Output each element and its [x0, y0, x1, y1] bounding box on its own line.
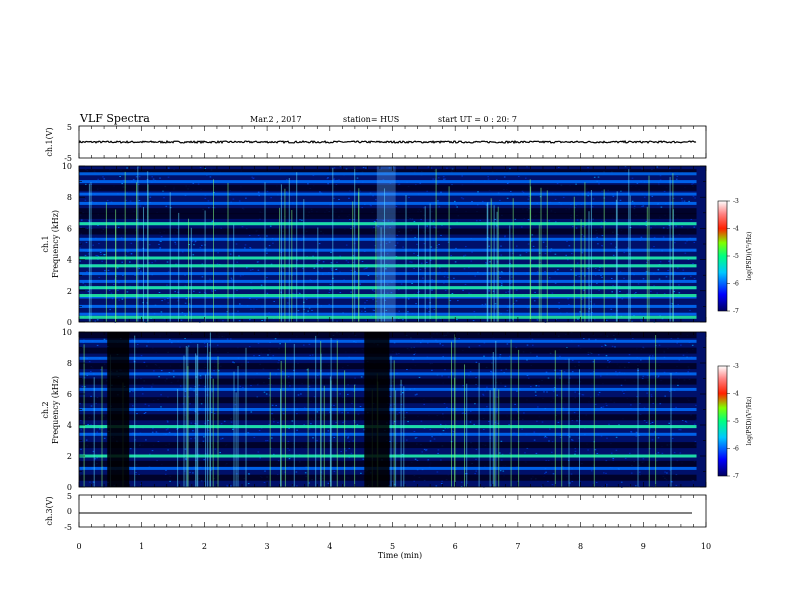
- ch3-waveform-panel: 5 0 -5 ch.3(V): [45, 492, 707, 532]
- colorbar-tick-label: -6: [733, 446, 739, 453]
- ch1-wave-ytick-top: 5: [67, 123, 72, 132]
- ch3-wave-ylabel: ch.3(V): [45, 496, 54, 525]
- ch2-spectrogram-heatmap: [79, 332, 706, 488]
- ch2-spec-ylabel: Frequency (kHz): [51, 376, 60, 444]
- ytick-label: 10: [62, 328, 72, 337]
- colorbar-ch1-label: log(PSD)(V²/Hz): [746, 232, 753, 281]
- colorbar-tick-label: -5: [733, 253, 739, 260]
- ytick-label: 6: [67, 390, 72, 399]
- ytick-label: 2: [67, 452, 72, 461]
- colorbar-tick-label: -3: [733, 198, 739, 205]
- ch3-wave-ytick-mid: 0: [67, 507, 72, 516]
- x-tick-label: 1: [139, 542, 144, 551]
- colorbar-tick-label: -4: [733, 226, 739, 233]
- ytick-label: 4: [67, 421, 72, 430]
- x-tick-label: 5: [390, 542, 395, 551]
- ch1-wave-ytick-bottom: -5: [64, 154, 72, 163]
- ytick-label: 2: [67, 287, 72, 296]
- figure-title: VLF Spectra: [79, 112, 150, 125]
- x-tick-label: 8: [578, 542, 583, 551]
- x-tick-label: 0: [76, 542, 81, 551]
- x-tick-label: 3: [265, 542, 270, 551]
- ch1-spec-channel-label: ch.1: [41, 235, 50, 252]
- x-tick-label: 10: [701, 542, 711, 551]
- colorbar-tick-label: -3: [733, 363, 739, 370]
- ytick-label: 8: [67, 193, 72, 202]
- colorbar-ch2-label: log(PSD)(V²/Hz): [746, 397, 753, 446]
- ch3-wave-ytick-top: 5: [67, 492, 72, 501]
- colorbar-tick-label: -4: [733, 391, 739, 398]
- x-tick-label: 9: [641, 542, 646, 551]
- ch1-waveform-trace: [78, 139, 697, 145]
- ytick-label: 0: [67, 318, 72, 327]
- x-tick-label: 4: [327, 542, 332, 551]
- colorbar-tick-label: -5: [733, 418, 739, 425]
- colorbar-ch1: -3 -4 -5 -6 -7 log(PSD)(V²/Hz): [717, 198, 753, 315]
- ytick-label: 8: [67, 359, 72, 368]
- x-tick-label: 2: [202, 542, 207, 551]
- colorbar-ch2: -3 -4 -5 -6 -7 log(PSD)(V²/Hz): [717, 363, 753, 480]
- ch1-wave-ylabel: ch.1(V): [45, 127, 54, 156]
- ch3-wave-ytick-bottom: -5: [64, 523, 72, 532]
- ytick-label: 4: [67, 256, 72, 265]
- colorbar-tick-label: -7: [733, 473, 739, 480]
- x-axis-label: Time (min): [378, 551, 422, 560]
- ch1-waveform-panel: 5 -5 ch.1(V): [45, 123, 707, 163]
- colorbar-tick-label: -7: [733, 308, 739, 315]
- ch1-spectrogram-heatmap: [79, 166, 706, 323]
- ch2-spec-channel-label: ch.2: [41, 401, 50, 418]
- start-time-label: start UT = 0 : 20: 7: [438, 115, 517, 124]
- station-label: station= HUS: [343, 115, 399, 124]
- ch1-spec-ylabel: Frequency (kHz): [51, 210, 60, 278]
- ch1-spectrogram-panel: ch.1 Frequency (kHz) 0 2 4 6 8 10: [41, 162, 707, 327]
- x-axis-tick-labels: 0 1 2 3 4 5 6 7 8 9 10: [76, 542, 711, 551]
- ch2-spectrogram-panel: ch.2 Frequency (kHz) 0 2 4 6 8 10: [41, 328, 707, 492]
- date-label: Mar.2 , 2017: [250, 115, 302, 124]
- ytick-label: 10: [62, 162, 72, 171]
- x-axis-ticks: [78, 126, 707, 527]
- colorbar-tick-label: -6: [733, 281, 739, 288]
- x-tick-label: 7: [515, 542, 520, 551]
- x-tick-label: 6: [453, 542, 458, 551]
- ytick-label: 0: [67, 483, 72, 492]
- ytick-label: 6: [67, 224, 72, 233]
